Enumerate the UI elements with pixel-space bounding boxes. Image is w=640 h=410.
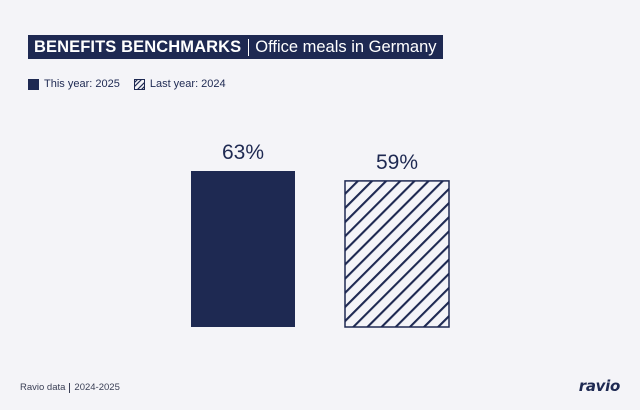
chart-legend: This year: 2025 Last year: 2024 bbox=[28, 78, 240, 90]
legend-swatch-solid bbox=[28, 78, 39, 90]
chart-subtitle: Office meals in Germany bbox=[255, 37, 437, 56]
legend-swatch-hatched bbox=[133, 78, 145, 90]
legend-item-this-year: This year: 2025 bbox=[28, 78, 120, 90]
source-name: Ravio data bbox=[20, 382, 66, 393]
legend-label-this-year: This year: 2025 bbox=[44, 78, 120, 90]
bar-last-year bbox=[344, 180, 450, 328]
source-years: 2024-2025 bbox=[74, 382, 120, 393]
legend-item-last-year: Last year: 2024 bbox=[133, 78, 226, 90]
title-divider bbox=[248, 38, 250, 56]
data-label-this-year: 63% bbox=[222, 141, 264, 164]
legend-label-last-year: Last year: 2024 bbox=[149, 78, 226, 90]
chart-title: BENEFITS BENCHMARKS bbox=[34, 37, 242, 56]
chart-title-banner: BENEFITS BENCHMARKS Office meals in Germ… bbox=[28, 35, 443, 59]
source-divider bbox=[69, 382, 71, 393]
data-label-last-year: 59% bbox=[376, 151, 418, 174]
ravio-logo: ravio bbox=[578, 377, 621, 395]
footer-source: Ravio data 2024-2025 bbox=[20, 382, 120, 393]
bar-this-year bbox=[191, 171, 295, 327]
